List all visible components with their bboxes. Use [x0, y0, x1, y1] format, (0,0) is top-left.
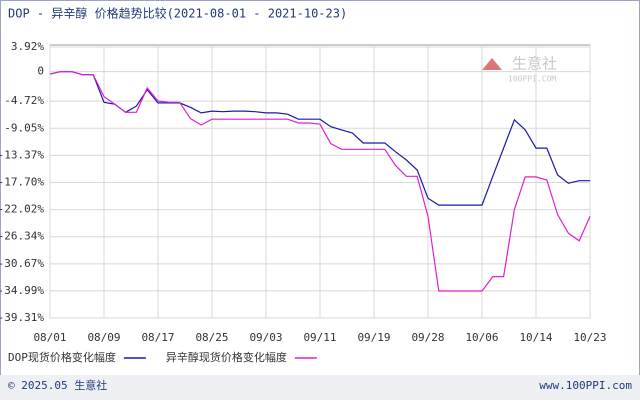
- x-tick-label: 08/09: [87, 331, 120, 344]
- y-tick-label: -4.72%: [4, 94, 44, 107]
- x-tick-label: 10/23: [573, 331, 606, 344]
- x-tick-label: 08/17: [141, 331, 174, 344]
- y-tick-label: -13.37%: [0, 148, 44, 161]
- y-tick-label: -30.67%: [0, 257, 44, 270]
- y-tick-label: -22.02%: [0, 203, 44, 216]
- x-tick-label: 09/19: [357, 331, 390, 344]
- y-tick-label: 3.92%: [11, 40, 44, 53]
- watermark: 100PPI.COM: [508, 75, 556, 84]
- series-line: [49, 71, 591, 292]
- footer-left: © 2025.05 生意社: [8, 378, 107, 392]
- legend-label: DOP现货价格变化幅度: [8, 350, 116, 364]
- footer-right: www.100PPI.com: [539, 379, 632, 392]
- series-line: [49, 71, 590, 206]
- x-tick-label: 09/03: [249, 331, 282, 344]
- watermark-logo: [482, 58, 502, 70]
- footer-band: [0, 375, 640, 400]
- x-tick-label: 09/11: [303, 331, 336, 344]
- x-tick-label: 08/25: [195, 331, 228, 344]
- legend-label: 异辛醇现货价格变化幅度: [166, 350, 287, 364]
- y-tick-label: -39.31%: [0, 311, 44, 324]
- x-tick-label: 10/06: [465, 331, 498, 344]
- y-tick-label: -34.99%: [0, 284, 44, 297]
- x-tick-label: 09/28: [411, 331, 444, 344]
- chart-title: DOP - 异辛醇 价格趋势比较(2021-08-01 - 2021-10-23…: [8, 6, 347, 21]
- y-tick-label: -26.34%: [0, 230, 44, 243]
- x-tick-label: 10/14: [519, 331, 552, 344]
- y-tick-label: 0: [37, 65, 44, 78]
- y-tick-label: -17.70%: [0, 176, 44, 189]
- watermark: 生意社: [512, 55, 557, 73]
- y-tick-label: -9.05%: [4, 121, 44, 134]
- x-tick-label: 08/01: [33, 331, 66, 344]
